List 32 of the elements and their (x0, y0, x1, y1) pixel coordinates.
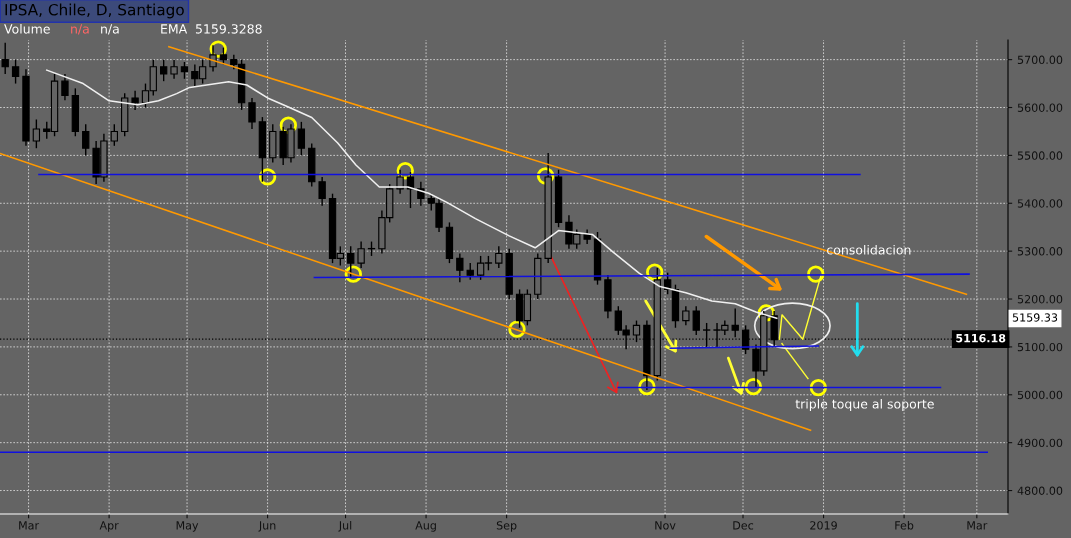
ref-line-label: 5116.18 (956, 333, 1006, 343)
text: Volume (4, 23, 50, 34)
chart-title: IPSA, Chile, D, Santiago (5, 3, 184, 19)
x-tick-label: Aug (415, 521, 436, 532)
text: 5159.3288 (195, 24, 262, 34)
y-tick-label: 5400.00 (1017, 199, 1063, 208)
y-tick-label: 4900.00 (1017, 438, 1063, 448)
y-tick-label: 5100.00 (1017, 342, 1063, 352)
x-tick-label: Jun (258, 521, 276, 532)
x-tick-label: Dec (733, 521, 754, 530)
y-tick-label: 5500.00 (1017, 151, 1063, 160)
x-tick-label: Jul (338, 520, 352, 532)
y-tick-label: 5300.00 (1017, 247, 1063, 256)
x-tick-label: May (176, 521, 199, 532)
annotation: triple toque al soporte (795, 398, 934, 412)
y-tick-label: 5200.00 (1017, 295, 1063, 304)
text: EMA (161, 24, 188, 34)
y-tick-label: 5700.00 (1017, 55, 1063, 65)
x-tick-label: Sep (496, 521, 517, 532)
text: n/a (71, 24, 89, 35)
x-tick-label: 2019 (810, 521, 837, 530)
y-tick-label: 5600.00 (1017, 103, 1063, 112)
annotation: consolidacion (827, 244, 911, 255)
x-tick-label: Feb (895, 520, 914, 530)
x-tick-label: Nov (655, 521, 676, 530)
x-tick-label: Mar (967, 521, 988, 530)
x-tick-label: Mar (19, 521, 40, 530)
x-tick-label: Apr (99, 521, 119, 532)
text: 5159.33 (1012, 313, 1058, 322)
y-tick-label: 5000.00 (1017, 390, 1063, 400)
text: n/a (101, 24, 119, 35)
y-tick-label: 4800.00 (1017, 486, 1063, 495)
